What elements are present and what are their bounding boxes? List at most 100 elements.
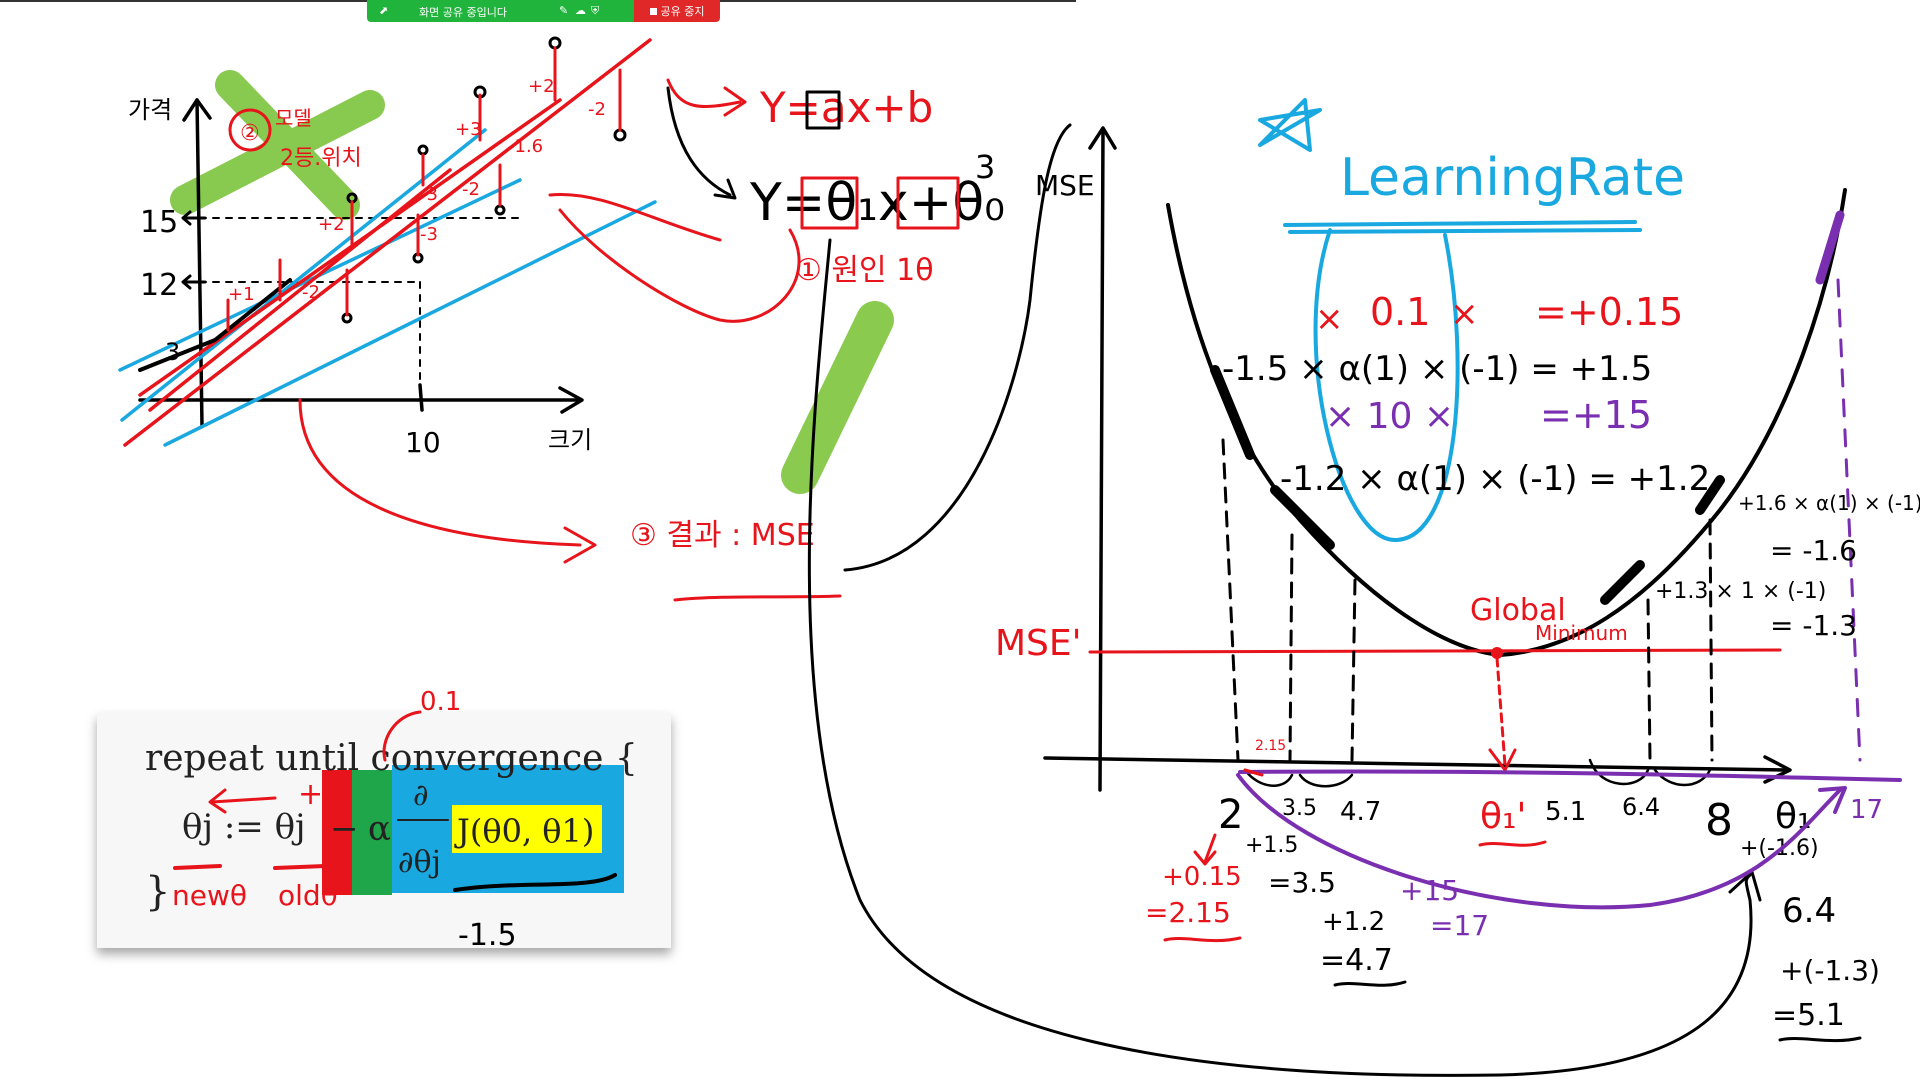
pen-icon[interactable]: ✎ xyxy=(559,4,569,17)
box-a xyxy=(805,90,841,130)
right-note1: +1.6 × α(1) × (-1) xyxy=(1738,491,1920,515)
xtick-theta1-prime: θ₁' xyxy=(1480,796,1526,837)
below-c4: =5.1 xyxy=(1772,998,1845,1033)
calc2: -1.5 × α(1) × (-1) = +1.5 xyxy=(1222,349,1652,389)
equation-arrows xyxy=(298,78,801,564)
mse-axis-label: MSE xyxy=(1035,169,1095,202)
annot2-line2: 2등.위치 xyxy=(280,146,362,171)
formula-old: oldθ xyxy=(278,879,338,912)
xtick-6.4: 6.4 xyxy=(1622,793,1660,821)
xtick-8: 8 xyxy=(1705,795,1733,846)
xtick-17: 17 xyxy=(1850,795,1883,825)
mse-underline xyxy=(673,594,842,602)
formula-plus: + xyxy=(298,777,323,812)
residual-bars xyxy=(226,46,622,332)
diff-3: +1 xyxy=(228,284,255,305)
mse-prime-line xyxy=(1088,648,1782,772)
calc3-a: × 10 × xyxy=(1325,396,1454,437)
formula-red-block xyxy=(322,770,352,895)
right-note1b: = -1.6 xyxy=(1770,534,1857,567)
formula-minus: − xyxy=(330,809,359,849)
left-graph-labels: 가격 크기 15 12 3 10 ② 모델 2등.위치 +2 +3 +2 +1 … xyxy=(128,76,606,459)
red-model-lines xyxy=(123,38,652,447)
parabola-purple-end xyxy=(1815,210,1845,285)
formula-content: repeat until convergence { θj := θj − α … xyxy=(145,687,638,953)
right-note2: +1.3 × 1 × (-1) xyxy=(1655,579,1826,604)
below-r1: +0.15 xyxy=(1162,862,1242,892)
formula-green-block xyxy=(352,770,392,895)
tick-arrows xyxy=(181,210,207,290)
below-c3: +(-1.3) xyxy=(1780,954,1880,987)
stop-square-icon xyxy=(649,7,657,15)
note3: ③ 결과 : MSE xyxy=(630,518,815,553)
black-model-line xyxy=(138,278,292,372)
shield-icon[interactable]: ⛨ xyxy=(591,4,600,17)
below-p1: +15 xyxy=(1400,874,1459,907)
mse-prime-label: MSE' xyxy=(995,623,1082,664)
diff-8: -3 xyxy=(420,184,438,205)
share-status-label: 화면 공유 중입니다 xyxy=(419,6,507,19)
calc3-res: =+15 xyxy=(1540,393,1652,437)
tick-3: 3 xyxy=(165,338,180,366)
x-axis-label: 크기 xyxy=(548,426,592,454)
diff-1: +3 xyxy=(455,119,482,140)
share-arrow-icon: ⬈ xyxy=(379,4,389,17)
xtick-2: 2 xyxy=(1218,792,1243,838)
calc1-res: =+0.15 xyxy=(1535,290,1683,334)
below-p2: =17 xyxy=(1430,909,1489,942)
parabola-highlights xyxy=(1210,365,1725,605)
right-note2b: = -1.3 xyxy=(1770,609,1857,642)
dashed-verticals xyxy=(1221,438,1714,762)
calc1-lead: × xyxy=(1315,299,1344,339)
screen-share-bar: ⬈ 화면 공유 중입니다 ✎ ☁ ⛨ 공유 중지 xyxy=(367,0,720,22)
data-points xyxy=(341,36,627,324)
formula-alpha: α xyxy=(368,809,391,849)
y-axis-label: 가격 xyxy=(128,96,172,124)
below-b2: =3.5 xyxy=(1268,866,1336,899)
big-loop xyxy=(807,123,1762,1077)
formula-grad-note: -1.5 xyxy=(458,918,517,953)
formula-new: newθ xyxy=(172,879,247,912)
purple-dashed xyxy=(1836,278,1862,762)
formula-line1: repeat until convergence { xyxy=(145,738,638,779)
xtick-4.7: 4.7 xyxy=(1340,797,1381,827)
eq1: Y=ax+b xyxy=(759,83,933,132)
tick-12: 12 xyxy=(140,268,178,303)
below-b3: +1.2 xyxy=(1322,907,1385,937)
diff-5: -2 xyxy=(302,282,320,303)
stop-share-button[interactable]: 공유 중지 xyxy=(634,0,720,22)
equations: Y=ax+b Y=θ₁x+θ₀ 3 ① 원인 1θ ③ 결과 : MSE xyxy=(630,83,1005,553)
cloud-icon[interactable]: ☁ xyxy=(575,4,586,17)
below-b1: +1.5 xyxy=(1245,833,1298,858)
below-b4: =4.7 xyxy=(1320,943,1393,978)
share-status-area: ⬈ 화면 공유 중입니다 ✎ ☁ ⛨ xyxy=(367,0,634,22)
below-r2: =2.15 xyxy=(1145,896,1231,929)
formula-partial-top: ∂ xyxy=(413,778,429,813)
b-note: 3 xyxy=(975,148,995,186)
diff-0: +2 xyxy=(528,76,555,97)
squiggles xyxy=(1163,840,1862,1043)
global-min-dot xyxy=(1491,647,1503,659)
diff-2: +2 xyxy=(318,214,345,235)
note1: ① 원인 1θ xyxy=(795,253,934,288)
calc1-b: × xyxy=(1450,294,1479,334)
formula-cost: J(θ0, θ1) xyxy=(454,812,594,850)
diff-6: -3 xyxy=(420,224,438,245)
black-arrow xyxy=(666,86,737,200)
xtick-2.15: 2.15 xyxy=(1255,738,1286,754)
annot2-num: ② xyxy=(240,121,260,146)
below-c2: 6.4 xyxy=(1782,891,1836,931)
diff-7: -1.6 xyxy=(508,136,543,157)
calc1-a: 0.1 xyxy=(1370,290,1430,334)
box-theta0 xyxy=(896,176,960,230)
formula-close: } xyxy=(145,869,170,915)
calc4: -1.2 × α(1) × (-1) = +1.2 xyxy=(1280,459,1710,499)
red-small-arrow xyxy=(1193,768,1264,866)
global-label: Global xyxy=(1470,593,1566,628)
learning-rate-title: LearningRate xyxy=(1340,148,1685,208)
formula-yellow-block xyxy=(452,805,602,853)
formula-partial-bottom: ∂θj xyxy=(398,845,441,880)
minimum-label: Minimum xyxy=(1535,621,1628,645)
xtick-theta1: θ₁ xyxy=(1775,796,1811,837)
